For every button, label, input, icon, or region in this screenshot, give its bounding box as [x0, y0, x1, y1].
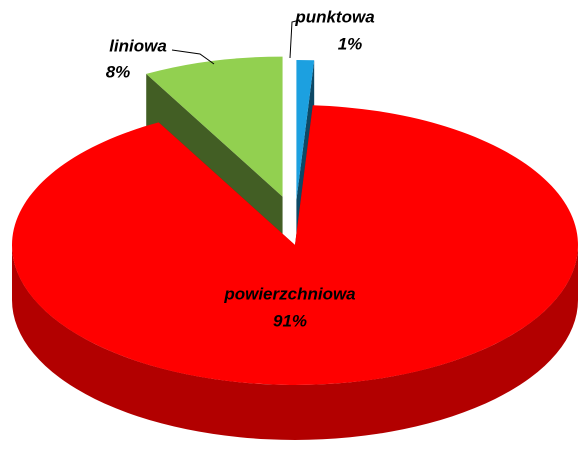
leader-line	[171, 49, 215, 65]
slice	[296, 60, 315, 201]
value-label: 1%	[338, 34, 363, 53]
category-label: powierzchniowa	[223, 284, 355, 303]
value-label: 91%	[273, 311, 307, 330]
slice	[146, 56, 283, 197]
leader-line	[289, 19, 301, 59]
pie	[11, 56, 578, 440]
category-label: punktowa	[294, 7, 374, 26]
slice	[11, 105, 578, 386]
slice-side	[12, 245, 578, 440]
value-label: 8%	[106, 62, 131, 81]
category-label: liniowa	[109, 36, 167, 55]
